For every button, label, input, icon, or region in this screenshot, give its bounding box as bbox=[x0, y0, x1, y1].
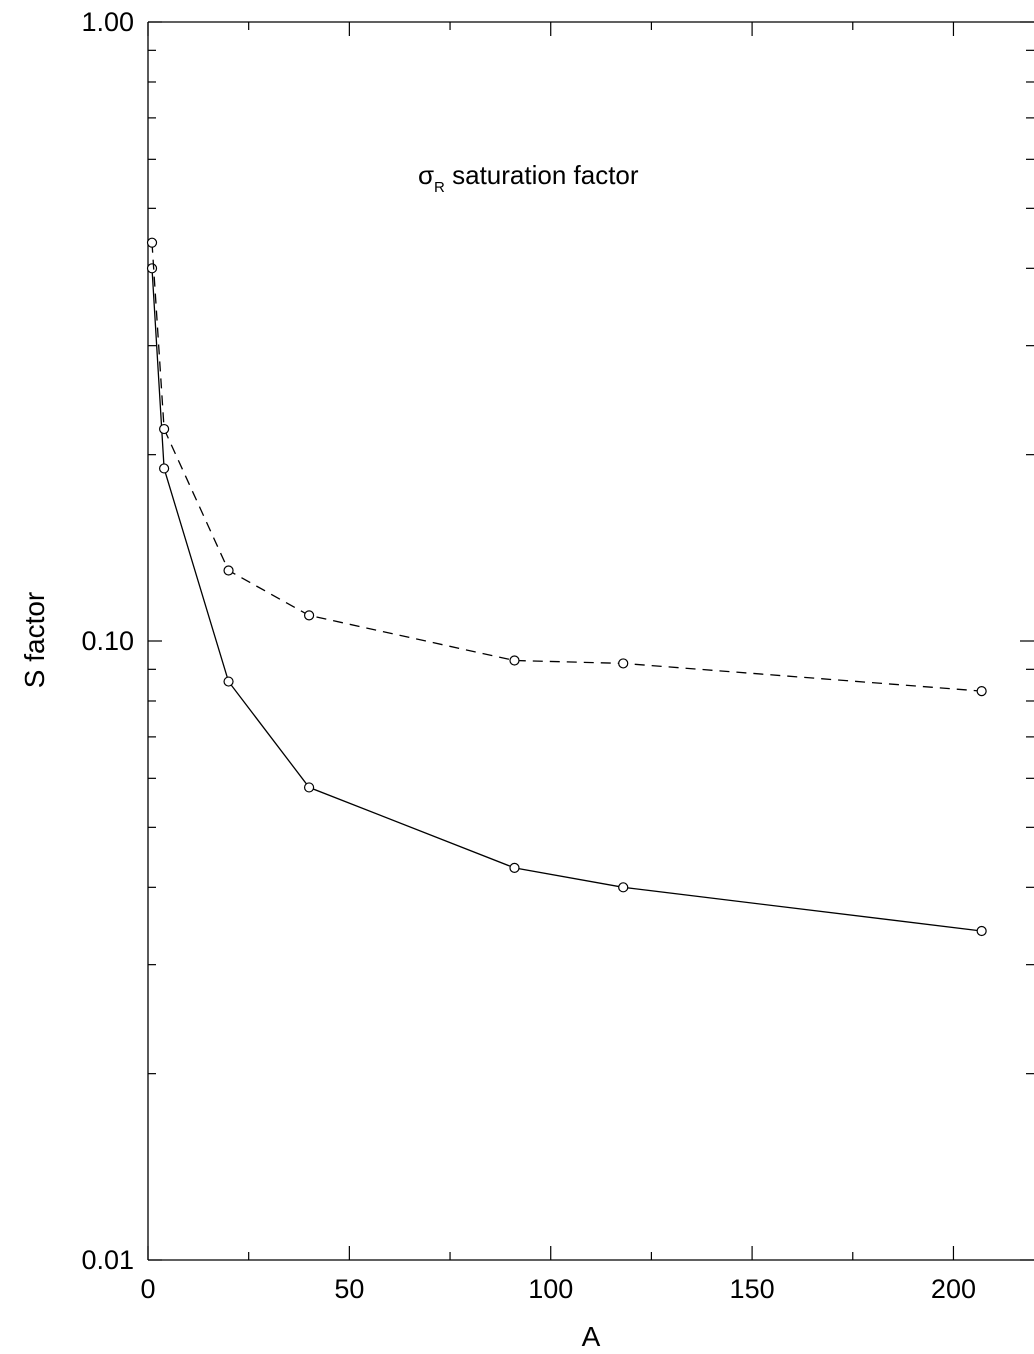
y-tick-label: 0.10 bbox=[81, 626, 134, 656]
series-1-point bbox=[146, 263, 158, 274]
series-1-point bbox=[303, 782, 315, 793]
series-2-point bbox=[159, 423, 170, 435]
series-layer bbox=[146, 237, 987, 937]
series-1-point bbox=[618, 882, 629, 893]
series-2-point bbox=[509, 655, 520, 666]
series-line-1 bbox=[151, 268, 982, 932]
series-1-point bbox=[976, 925, 987, 937]
x-tick-label: 150 bbox=[730, 1274, 775, 1304]
series-1-point bbox=[159, 463, 170, 474]
series-1-point bbox=[509, 862, 520, 873]
y-tick-label: 0.01 bbox=[81, 1245, 134, 1275]
series-2-point bbox=[976, 685, 987, 697]
annotation-subscript: R bbox=[434, 179, 445, 196]
x-tick-label: 200 bbox=[931, 1274, 976, 1304]
series-line-2 bbox=[151, 242, 982, 692]
annotation-symbol: σ bbox=[418, 160, 434, 190]
series-2-point bbox=[303, 610, 315, 621]
series-2-point bbox=[146, 237, 158, 248]
y-tick-label: 1.00 bbox=[81, 7, 134, 37]
axes bbox=[147, 21, 1034, 1261]
x-tick-label: 100 bbox=[528, 1274, 573, 1304]
y-axis-label: S factor bbox=[19, 592, 50, 688]
x-tick-label: 0 bbox=[140, 1274, 155, 1304]
annotation-text: saturation factor bbox=[445, 160, 639, 190]
x-tick-label: 50 bbox=[334, 1274, 364, 1304]
tick-labels: 0 50 100 150 200 0.01 0.10 1.00 bbox=[81, 7, 976, 1304]
series-1-point bbox=[223, 676, 234, 687]
x-axis-label: A bbox=[582, 1321, 601, 1352]
series-2-point bbox=[618, 658, 629, 669]
chart-annotation: σR saturation factor bbox=[418, 160, 639, 196]
series-2-point bbox=[223, 565, 234, 576]
